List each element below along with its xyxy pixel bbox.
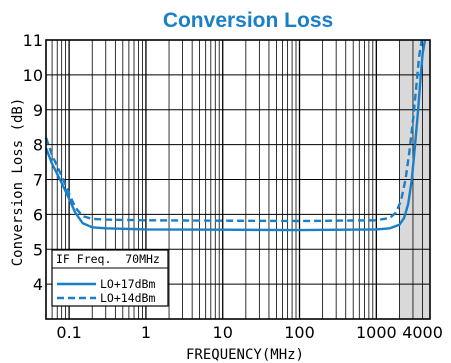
legend-box xyxy=(51,249,169,307)
y-tick-label: 6 xyxy=(33,205,43,224)
series-lines xyxy=(44,39,427,232)
legend: IF Freq. 70MHz LO+17dBm LO+14dBm xyxy=(51,249,169,307)
legend-label-lo14: LO+14dBm xyxy=(100,291,155,305)
y-tick-label: 9 xyxy=(33,101,43,120)
x-tick-labels: 0.1 1 10 100 1000 4000 xyxy=(56,323,443,342)
x-tick-label: 10 xyxy=(213,323,233,342)
y-tick-labels: 4 5 6 7 8 9 10 11 xyxy=(23,31,43,294)
y-tick-label: 8 xyxy=(33,136,43,155)
x-tick-label: 1000 xyxy=(356,323,397,342)
legend-header: IF Freq. 70MHz xyxy=(56,252,160,266)
y-tick-label: 11 xyxy=(23,31,43,50)
legend-label-lo17: LO+17dBm xyxy=(100,277,155,291)
y-tick-label: 4 xyxy=(33,275,43,294)
x-tick-label: 0.1 xyxy=(56,323,81,342)
y-tick-label: 5 xyxy=(33,240,43,259)
x-tick-label: 1 xyxy=(141,323,151,342)
y-axis-label: Conversion Loss (dB) xyxy=(10,98,26,267)
series-line-lo17dbm xyxy=(44,39,427,232)
x-tick-label: 100 xyxy=(284,323,315,342)
chart-title: Conversion Loss xyxy=(163,9,333,32)
y-tick-label: 7 xyxy=(33,171,43,190)
y-tick-label: 10 xyxy=(23,66,43,85)
plot-frame xyxy=(45,39,431,320)
series-line-lo14dbm xyxy=(44,39,423,223)
x-axis-label: FREQUENCY(MHz) xyxy=(186,347,304,363)
x-tick-label: 4000 xyxy=(402,323,443,342)
